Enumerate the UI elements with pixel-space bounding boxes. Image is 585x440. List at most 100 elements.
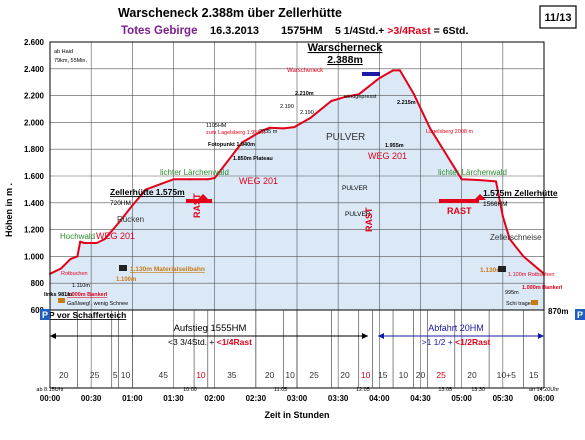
alt-1110-label: 1.110m [72, 283, 90, 289]
segment-duration: 10 [399, 370, 409, 380]
profile-point [76, 255, 79, 258]
x-tick-label: 03:30 [328, 394, 349, 403]
hochwald-label: Hochwald [60, 232, 95, 241]
parking-right-letter: P [577, 310, 583, 320]
region-label: Totes Gebirge [121, 25, 197, 37]
x-tick-label: 01:00 [122, 394, 143, 403]
date-label: 16.3.2013 [210, 25, 259, 37]
segment-duration: 10 [285, 370, 295, 380]
pulver-label-1: PULVER [326, 132, 365, 143]
segment-duration: 5 [113, 370, 118, 380]
y-tick-label: 1.800 [24, 145, 45, 154]
segment-duration: 10 [361, 370, 371, 380]
clock-time: 13:30 [471, 387, 485, 393]
rast-bar-down [439, 199, 479, 203]
profile-point [330, 99, 333, 102]
profile-point [460, 178, 463, 181]
profile-point [398, 69, 401, 72]
profile-point [268, 126, 271, 129]
laerchenwald-up-label: lichter Lärchenwald [160, 168, 229, 177]
segment-duration: 20 [467, 370, 477, 380]
x-tick-label: 02:00 [204, 394, 225, 403]
rast-label-1: RAST [192, 193, 202, 218]
hm-label: 1575HM [281, 25, 323, 37]
pulver-label-3: PULVER [345, 211, 371, 218]
plateau-label: 1.850m Plateau [233, 156, 273, 162]
profile-point [357, 93, 360, 96]
rast-bar-up [186, 199, 212, 203]
hut-up-label: Zellerhütte 1.575m [110, 187, 185, 197]
segment-duration: 25 [436, 370, 446, 380]
pulver-label-2: PULVER [342, 185, 368, 192]
profile-point [378, 77, 381, 80]
segment-duration: 20 [59, 370, 69, 380]
alt-2190b-label: 2.190 [300, 110, 314, 116]
alt-1100-label: 1.100m [116, 277, 136, 283]
y-tick-label: 2.600 [24, 38, 45, 47]
profile-point [344, 95, 347, 98]
segment-duration: 10 [196, 370, 206, 380]
hut-down-label: 1.575m Zellerhütte [483, 188, 558, 198]
annotations: ab Haid 79km, 55Min. Warscherneck 2.388m… [44, 42, 568, 347]
direction-arrows [50, 333, 544, 339]
segment-duration: 20 [265, 370, 275, 380]
rotbuchen-up-label: Rotbuchen [61, 271, 88, 277]
abfahrt-duration: >1 1/2 + <1/2Rast [422, 337, 491, 347]
ab-haid-detail: 79km, 55Min. [54, 58, 87, 64]
bench-up-icon [58, 298, 65, 303]
abfahrt-title: Abfahrt 20HM [428, 323, 484, 333]
materialseilbahn-down-icon [498, 266, 506, 272]
summit-altitude: 2.388m [327, 54, 363, 66]
profile-point [508, 237, 511, 240]
segment-strip: 20 25 5 10 45 10 35 20 10 25 20 10 15 10 20 25 20 10+5 15 [49, 310, 545, 388]
fotopunkt-label: Fotopunkt 1.940m [208, 142, 255, 148]
profile-point [494, 180, 497, 183]
warscheneck-small-label: Warscheneck [287, 68, 324, 74]
lagelsberg-up-label: zum Lagelsberg 1.955m [206, 130, 265, 136]
gasslweg-label: Gaßlweg!, wenig Schnee [67, 301, 128, 307]
segment-duration: 25 [90, 370, 100, 380]
x-tick-label: 01:30 [163, 394, 184, 403]
x-tick-label: 00:00 [40, 394, 61, 403]
rast-label-3: RAST [447, 206, 472, 216]
profile-point [145, 188, 148, 191]
alt-2215-label: 2.215m [397, 100, 416, 106]
y-tick-label: 1.600 [24, 172, 45, 181]
bankerl-up-label: 1.000m Bankerl [67, 292, 108, 298]
parking-left-letter: P [42, 310, 48, 320]
axes-layer: 600 800 1.000 1.200 1.400 1.600 1.800 2.000 2.20… [24, 38, 555, 403]
aufstieg-arrow-left-head [50, 333, 56, 339]
profile-point [282, 127, 285, 130]
windgepresst-label: windgepresst [343, 94, 377, 100]
rast-label-2: RAST [364, 207, 374, 232]
schi-tragen-label: Schi tragen [506, 301, 534, 307]
profile-point [213, 177, 216, 180]
y-axis-title: Höhen in m . [4, 183, 14, 237]
profile-point [429, 127, 432, 130]
parking-right-icon [575, 309, 585, 320]
x-tick-label: 03:00 [287, 394, 308, 403]
profile-point [83, 242, 86, 244]
segment-duration: 15 [378, 370, 388, 380]
segment-duration: 25 [309, 370, 319, 380]
x-tick-label: 04:30 [410, 394, 431, 403]
profile-point [69, 257, 72, 260]
y-tick-label: 1.000 [24, 252, 45, 261]
weg201-label-b: WEG 201 [239, 176, 278, 186]
clock-time: 11:05 [274, 387, 287, 393]
aufstieg-arrow-right-head [362, 333, 368, 339]
weg201-label-c: WEG 201 [96, 231, 135, 241]
clock-times: ab 8:15Uhr 10:00 11:05 12:05 13:05 13:30 an 14… [36, 387, 559, 393]
alt-995-label: 995m [505, 290, 519, 296]
rotbuchen-down-label: 1.100m Rotbuchen [508, 272, 554, 278]
y-tick-label: 2.400 [24, 65, 45, 74]
profile-point [172, 178, 175, 181]
profile-point [131, 204, 134, 207]
hut-up-hm: 720HM [110, 200, 131, 207]
clock-time: ab 8:15Uhr [36, 387, 63, 393]
duration-label: 5 1/4Std.+ >3/4Rast = 6Std. [335, 25, 468, 37]
alt-1130-down-label: 1.130m [480, 267, 502, 274]
rast-marker-up [197, 194, 209, 200]
segment-duration: 35 [227, 370, 237, 380]
profile-point [522, 255, 525, 258]
